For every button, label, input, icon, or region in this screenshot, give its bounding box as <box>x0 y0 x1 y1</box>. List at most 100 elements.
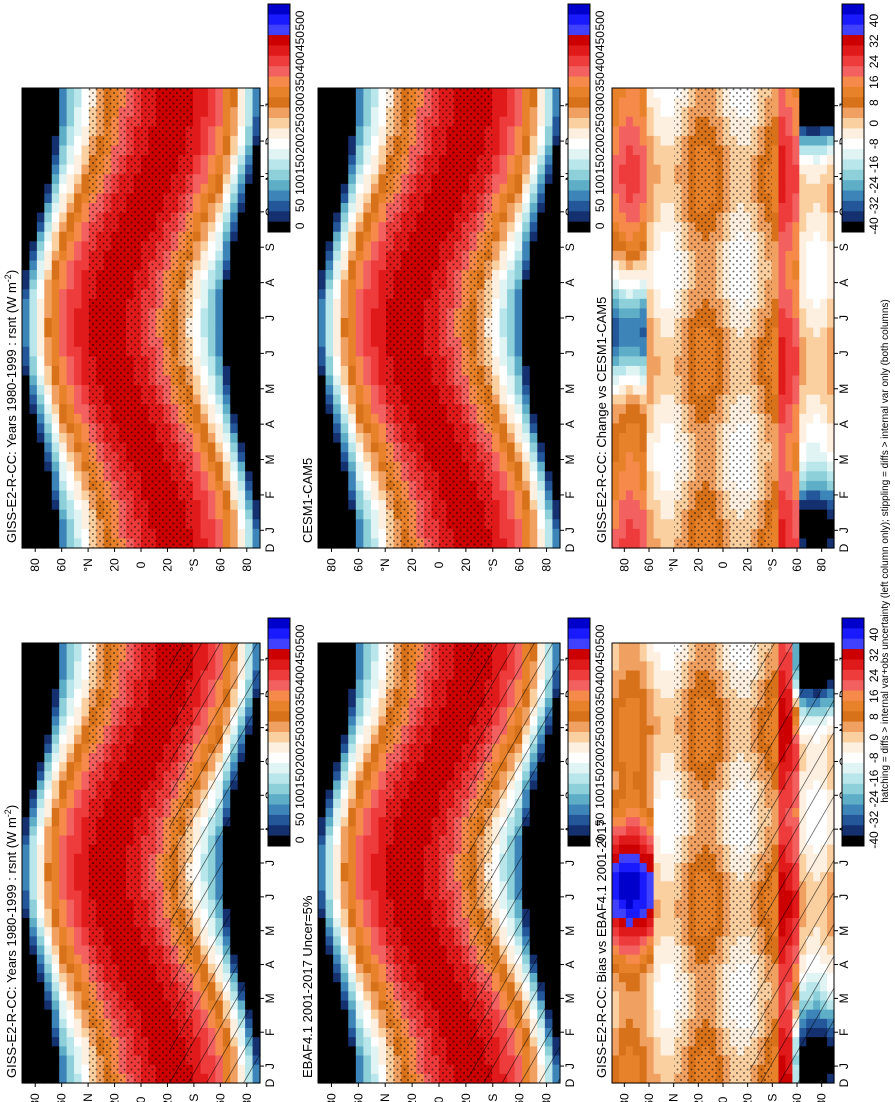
heatmap-cell <box>22 260 31 271</box>
heatmap-cell <box>325 480 334 492</box>
heatmap-cell <box>59 135 68 147</box>
heatmap-cell <box>66 808 75 818</box>
heatmap-cell <box>81 270 90 281</box>
heatmap-cell <box>59 652 68 662</box>
heatmap-cell <box>318 337 327 348</box>
heatmap-cell <box>59 945 68 956</box>
heatmap-cell <box>215 116 224 127</box>
heatmap-cell <box>81 164 90 175</box>
heatmap-cell <box>363 789 372 800</box>
heatmap-cell <box>193 413 202 425</box>
heatmap-cell <box>44 538 53 549</box>
heatmap-cell <box>355 789 364 800</box>
heatmap-cell <box>363 1037 372 1047</box>
heatmap-cell <box>29 270 38 281</box>
heatmap-cell <box>318 385 327 396</box>
heatmap-cell <box>333 222 342 233</box>
heatmap-cell <box>325 798 334 809</box>
heatmap-cell <box>22 1009 31 1020</box>
heatmap-cell <box>59 936 68 947</box>
heatmap-cell <box>378 963 387 974</box>
heatmap-cell <box>74 890 83 901</box>
heatmap-cell <box>44 1009 53 1020</box>
heatmap-cell <box>81 982 90 992</box>
heatmap-cell <box>66 164 75 175</box>
heatmap-cell <box>51 1064 60 1075</box>
heatmap-cell <box>29 385 38 396</box>
colorbar-swatch <box>268 763 290 774</box>
heatmap-cell <box>207 375 216 386</box>
hatch-overlay <box>468 643 560 1083</box>
heatmap-cell <box>36 413 45 425</box>
heatmap-cell <box>36 1046 45 1057</box>
heatmap-cell <box>325 1037 334 1047</box>
colorbar-label: 0 <box>293 836 307 843</box>
heatmap-cell <box>252 423 261 434</box>
heatmap-cell <box>340 1073 349 1084</box>
heatmap-cell <box>22 725 31 736</box>
heatmap-cell <box>363 1000 372 1011</box>
heatmap-cell <box>22 500 31 511</box>
heatmap-cell <box>333 375 342 386</box>
heatmap-cell <box>363 963 372 974</box>
heatmap-cell <box>81 991 90 1002</box>
heatmap-cell <box>325 945 334 956</box>
heatmap-cell <box>59 918 68 928</box>
heatmap-cell <box>44 927 53 937</box>
colorbar-swatch <box>268 752 290 764</box>
heatmap-cell <box>222 528 231 540</box>
heatmap-cell <box>222 174 231 185</box>
heatmap-cell <box>74 88 83 99</box>
heatmap-cell <box>29 762 38 772</box>
heatmap-cell <box>66 698 75 708</box>
heatmap-cell <box>370 872 380 882</box>
colorbar-label: 200 <box>293 747 307 767</box>
heatmap-cell <box>318 356 327 367</box>
heatmap-cell <box>378 798 387 809</box>
heatmap-cell <box>378 1073 387 1084</box>
heatmap-cell <box>51 203 60 214</box>
heatmap-cell <box>333 762 342 772</box>
heatmap-cell <box>66 863 75 873</box>
heatmap-cell <box>237 231 246 242</box>
heatmap-cell <box>230 289 239 300</box>
heatmap-cell <box>363 661 372 672</box>
heatmap-cell <box>378 945 387 956</box>
heatmap-cell <box>230 490 239 501</box>
heatmap-cell <box>348 1055 357 1066</box>
colorbar-swatch <box>268 804 290 816</box>
heatmap-cell <box>44 872 53 882</box>
heatmap-cell <box>215 289 224 300</box>
heatmap-cell <box>29 528 38 540</box>
heatmap-cell <box>333 298 342 310</box>
heatmap-cell <box>252 212 261 223</box>
heatmap-cell <box>370 973 380 983</box>
heatmap-cell <box>36 1064 45 1075</box>
heatmap-cell <box>355 918 364 928</box>
heatmap-cell <box>340 698 349 708</box>
heatmap-cell <box>22 716 31 727</box>
heatmap-cell <box>81 808 90 818</box>
heatmap-cell <box>29 743 38 754</box>
heatmap-cell <box>81 1018 90 1029</box>
heatmap-cell <box>66 135 75 147</box>
heatmap-cell <box>230 203 239 214</box>
heatmap-cell <box>207 97 216 108</box>
heatmap-cell <box>51 145 60 156</box>
heatmap-cell <box>318 88 327 99</box>
heatmap-cell <box>318 780 327 791</box>
heatmap-cell <box>318 844 327 855</box>
heatmap-cell <box>59 193 68 204</box>
heatmap-cell <box>370 817 380 827</box>
heatmap-cell <box>81 480 90 492</box>
heatmap-cell <box>245 471 254 482</box>
heatmap-cell <box>237 500 246 511</box>
heatmap-cell <box>200 308 209 319</box>
heatmap-cell <box>355 1037 364 1047</box>
heatmap-cell <box>74 480 83 492</box>
colorbar-swatch <box>568 721 590 733</box>
heatmap-cell <box>340 945 349 956</box>
heatmap-cell <box>81 872 90 882</box>
heatmap-cell <box>81 679 90 690</box>
